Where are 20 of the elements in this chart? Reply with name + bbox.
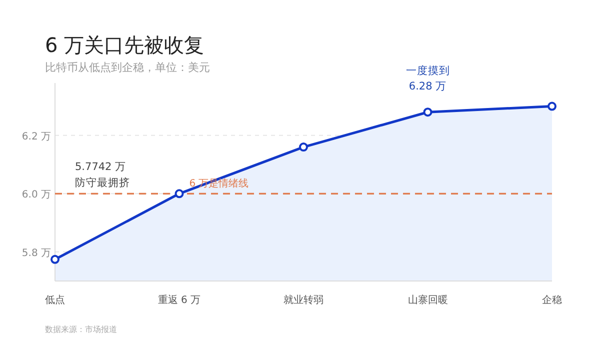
point [423, 108, 432, 117]
x-tick-label: 低点 [45, 294, 65, 306]
point [299, 142, 308, 152]
y-tick-label: 6.0 万 [22, 190, 51, 201]
x-tick-label: 就业转弱 [284, 294, 324, 306]
x-tick-label: 山寨回暖 [408, 294, 448, 306]
point [174, 189, 184, 198]
x-tick-label: 企稳 [542, 294, 562, 306]
chart-subtitle: 比特币从低点到企稳，单位：美元 [45, 61, 210, 74]
annotation: 防守最拥挤 [75, 176, 130, 189]
chart-title: 6 万关口先被收复 [45, 33, 204, 57]
y-tick-label: 5.8 万 [22, 248, 51, 259]
point [50, 254, 60, 264]
y-tick-label: 6.2 万 [22, 131, 51, 142]
source-note: 数据来源：市场报道 [45, 325, 117, 334]
x-tick-label: 重返 6 万 [158, 294, 201, 306]
annotation: 一度摸到 6.28 万 [406, 64, 450, 92]
annotation: 5.7742 万 [75, 161, 126, 173]
point [548, 102, 556, 111]
ref-line-label: 6 万是情绪线 [189, 178, 249, 190]
